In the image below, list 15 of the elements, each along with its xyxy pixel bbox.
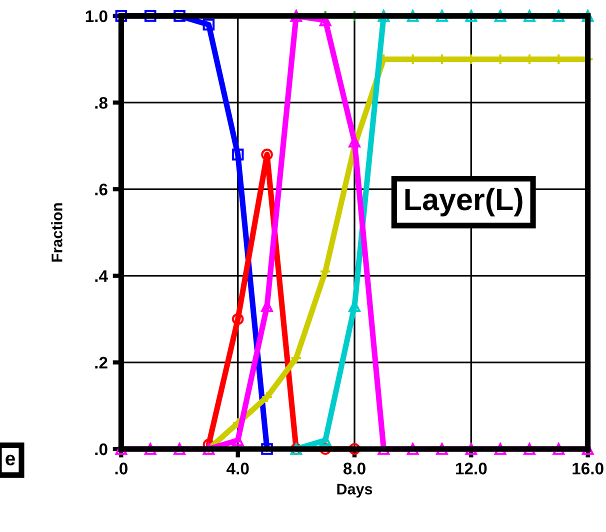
- text: e: [6, 454, 15, 466]
- x-tick-label: 16.0: [572, 462, 604, 474]
- y-tick-label: .6: [95, 184, 108, 196]
- x-axis-title: Days: [337, 484, 372, 498]
- y-tick-label: .4: [95, 270, 108, 282]
- annotation: Layer(L): [405, 188, 522, 216]
- x-tick-label: 4.0: [226, 462, 249, 474]
- x-tick-label: 12.0: [456, 462, 487, 474]
- y-tick-label: .2: [95, 356, 108, 368]
- x-tick-label: .0: [115, 462, 128, 474]
- x-tick-label: 8.0: [343, 462, 366, 474]
- y-tick-label: .0: [95, 443, 108, 456]
- y-tick-label: .8: [95, 96, 108, 109]
- y-tick-label: 1.0: [86, 10, 108, 22]
- y-axis-title: Fraction: [51, 203, 62, 262]
